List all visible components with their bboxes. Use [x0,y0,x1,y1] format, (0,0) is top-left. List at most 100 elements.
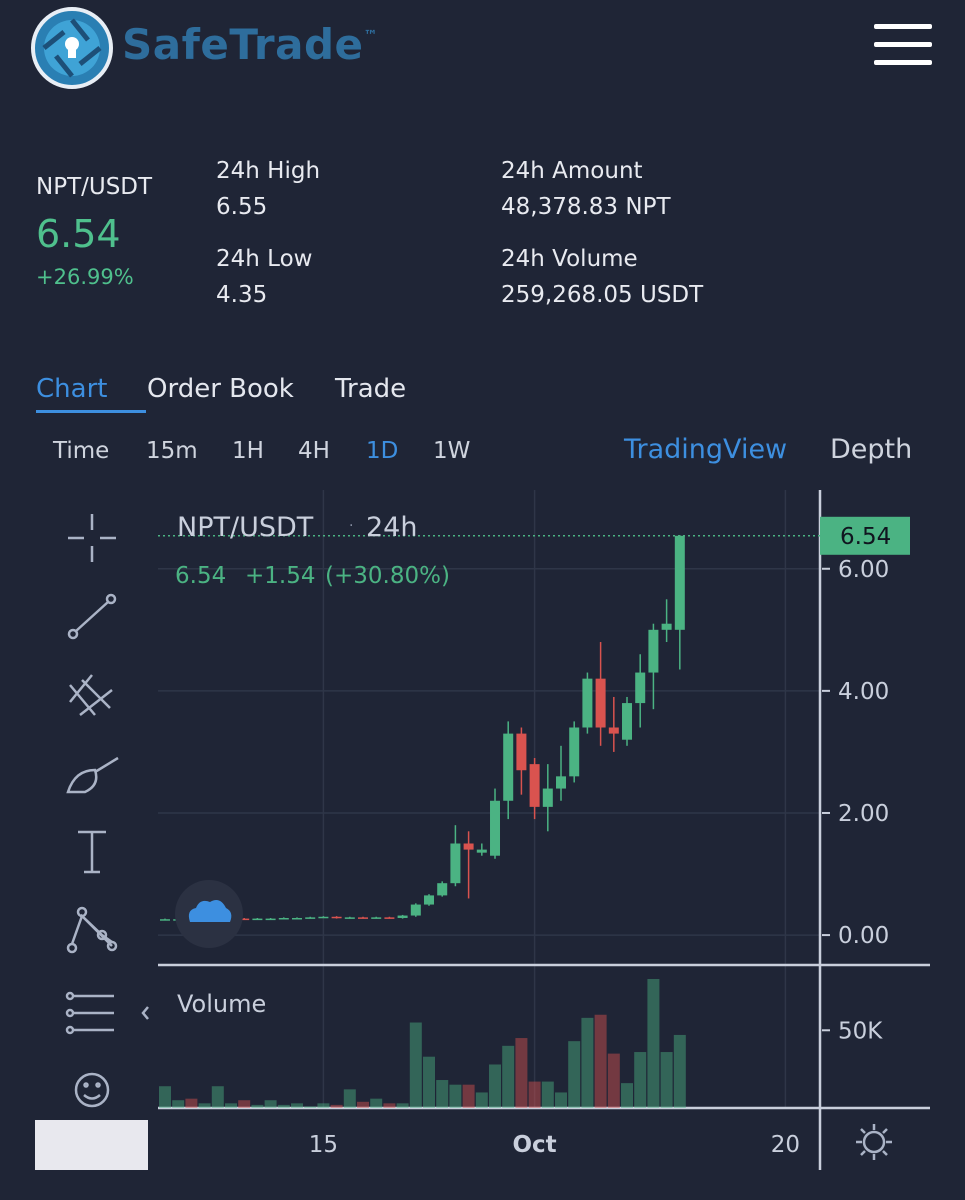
menu-button[interactable] [872,22,934,68]
candle-body [648,629,659,673]
interval[interactable]: 4H [298,438,330,464]
volume-bar [581,1017,594,1108]
interval[interactable]: Time [53,438,110,464]
volume-bar [383,1103,396,1108]
fib-tool[interactable] [69,674,113,716]
y-tick-label: 6.00 [838,557,889,583]
candle-body [344,917,355,919]
y-tick-label: 50K [838,1018,883,1044]
measure-tool[interactable] [65,991,114,1035]
candle-body [529,764,540,807]
candle-body [516,733,527,771]
last-price-label: 6.54 [840,524,891,550]
volume-bar [449,1084,462,1108]
volume-bar [502,1045,515,1108]
y-tick-label: 2.00 [838,801,889,827]
interval[interactable]: 1H [232,438,264,464]
volume-bar [370,1098,383,1108]
stat-label: 24h Low [216,246,313,272]
interval[interactable]: 1D [366,438,399,464]
candle-body [159,919,170,921]
candle-body [331,916,342,919]
chart: 15 Oct 20 0.00 2.00 4.00 6.00 50K 6.54 NPT/USDT · 2… [35,490,930,1170]
line-tool[interactable] [67,593,117,640]
volume-bar [172,1100,185,1108]
logo[interactable] [30,6,114,90]
volume-bar [647,978,660,1108]
candle-body [424,895,435,905]
candle-body [595,678,606,728]
volume-bar [462,1084,475,1108]
volume-bar [621,1083,634,1108]
text-tool[interactable] [78,830,106,874]
volume-bar [607,1053,620,1108]
stat-value: 48,378.83 NPT [501,194,671,220]
volume-bar [541,1081,554,1108]
tab[interactable]: Trade [335,374,407,404]
candle-body [622,703,633,740]
stat-label: 24h High [216,158,321,184]
candle-body [278,917,289,920]
y-tick-label: 4.00 [838,679,889,705]
candle-body [490,800,501,856]
volume-bar [673,1034,686,1108]
collapse-toolbar[interactable] [141,1006,149,1020]
overlay-box [35,1120,148,1170]
x-tick-label: 20 [771,1132,800,1158]
y-tick-label: 0.00 [838,923,889,949]
legend-value: (+30.80%) [325,563,450,589]
pattern-tool[interactable] [66,906,118,954]
candle-body [476,849,487,853]
crosshair-tool[interactable] [68,514,116,562]
tab-indicator [36,410,146,413]
candle-body [292,917,303,920]
emoji-tool[interactable] [74,1072,110,1108]
tab[interactable]: Chart [36,374,108,404]
toolbar [65,514,149,1108]
pair: NPT/USDT [36,174,153,200]
candle-body [661,623,672,630]
volume-bar [555,1092,568,1108]
candle-body [503,733,514,801]
stat-label: 24h Volume [501,246,638,272]
candle-body [265,918,276,921]
view-tab[interactable]: Depth [830,434,913,465]
brand-name: SafeTrade [122,20,364,69]
volume-bar [568,1041,581,1108]
stat-value: 259,268.05 USDT [501,282,704,308]
candle-body [569,727,580,777]
candle-body [556,776,567,789]
volume-bar [594,1014,607,1108]
settings-button[interactable] [856,1124,892,1160]
stat-label: 24h Amount [501,158,643,184]
chart-period: 24h [366,512,417,543]
candle-body [582,678,593,728]
candle-body [358,917,369,919]
candle-body [542,788,553,807]
volume-bar [396,1103,409,1108]
brand: SafeTrade™ [122,20,378,69]
candle-body [371,917,382,919]
volume-bar [317,1103,330,1108]
volume-bar [475,1092,488,1108]
interval[interactable]: 1W [433,438,471,464]
view-tab[interactable]: TradingView [624,434,788,465]
candle-body [635,672,646,704]
tab[interactable]: Order Book [147,374,294,404]
tradingview-logo [188,900,232,922]
candle-body [305,917,316,919]
last-price-tag [820,516,910,555]
candle-body [437,883,448,896]
candle-body [384,917,395,919]
x-tick-label: Oct [513,1132,557,1158]
candle-body [410,904,421,916]
interval[interactable]: 15m [146,438,198,464]
trademark: ™ [363,28,378,44]
legend-value: +1.54 [245,563,315,589]
candle-body [463,843,474,850]
chart-dot: · [349,518,353,534]
volume-bar [158,1086,171,1108]
volume-bar [343,1089,356,1108]
brush-tool[interactable] [66,756,119,794]
